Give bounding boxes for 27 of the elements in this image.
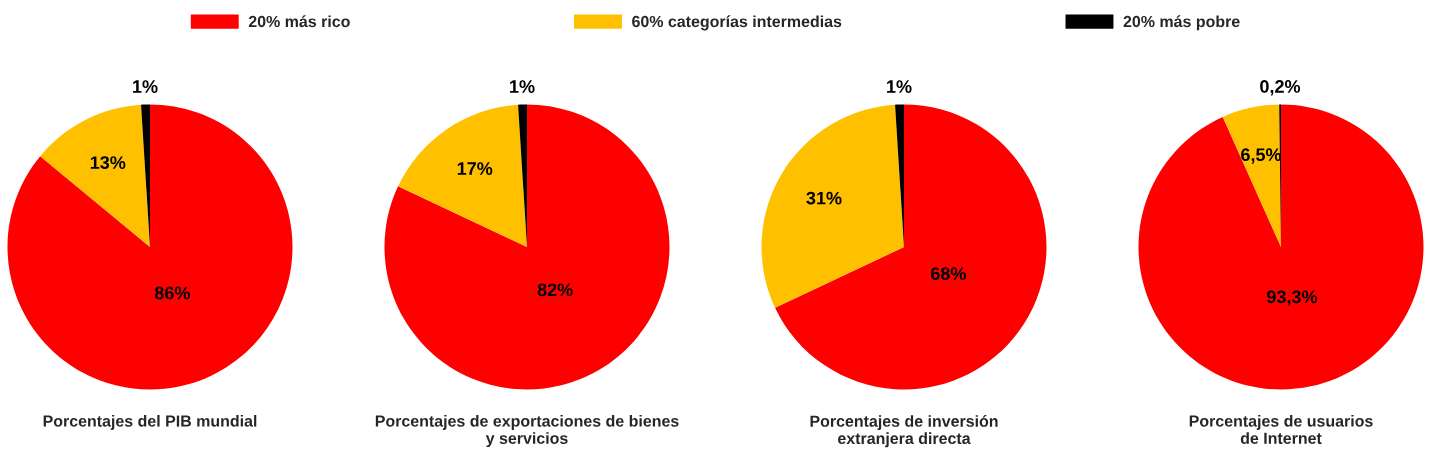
data-label: 86%: [154, 286, 190, 300]
data-label: 31%: [806, 191, 842, 205]
pie-slice: [40, 104, 150, 247]
text: Porcentajes de inversión extranjera directa: [810, 415, 998, 448]
data-label: 68%: [930, 267, 966, 280]
text: Porcentajes del PIB mundial: [43, 415, 257, 430]
data-label: 1%: [133, 80, 158, 93]
data-label: 6,5%: [1241, 148, 1282, 164]
data-label: 17%: [457, 162, 493, 175]
legend-label: 20% más pobre: [1123, 15, 1240, 31]
pie-slice: [1138, 104, 1424, 390]
pie-slice: [775, 104, 1047, 390]
pie-slice: [384, 104, 670, 390]
data-label: 93,3%: [1267, 290, 1318, 306]
pie-slice: [7, 104, 293, 390]
text: Porcentajes de usuarios de Internet: [1189, 415, 1373, 444]
legend-label: 20% más rico: [248, 15, 350, 28]
legend-label: 60% categorías intermedias: [632, 15, 842, 31]
text: Porcentajes de exportaciones de bienes y servicios: [375, 415, 679, 448]
data-label: 0,2%: [1260, 80, 1301, 96]
data-label: 82%: [537, 283, 573, 297]
data-label: 13%: [90, 156, 126, 170]
pie-slice: [398, 104, 527, 247]
pie-slice: [761, 104, 904, 308]
data-label: 1%: [887, 80, 912, 93]
data-label: 1%: [510, 80, 535, 93]
pie-slice: [1222, 104, 1281, 247]
